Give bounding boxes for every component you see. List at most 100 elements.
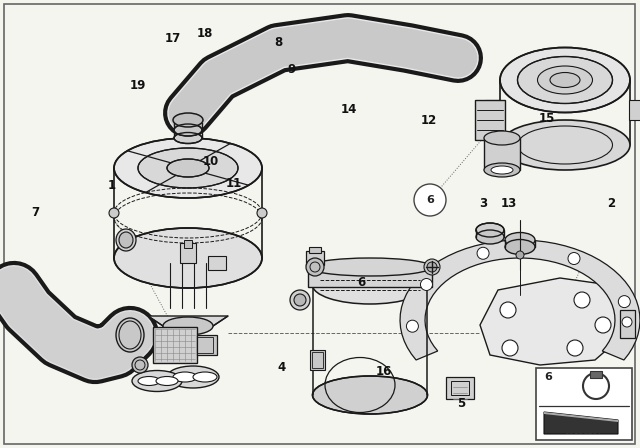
Ellipse shape [505,233,535,247]
Circle shape [427,262,437,272]
Circle shape [424,259,440,275]
Ellipse shape [491,166,513,174]
Text: 19: 19 [129,78,146,92]
Bar [184,240,192,248]
Polygon shape [400,240,640,360]
Bar [309,247,321,253]
Bar [312,352,323,368]
Ellipse shape [550,73,580,87]
Circle shape [516,251,524,259]
Text: 0013e297: 0013e297 [564,427,604,436]
Ellipse shape [114,228,262,288]
Ellipse shape [193,372,217,382]
Ellipse shape [116,229,136,251]
Bar [153,327,197,363]
Text: 7: 7 [31,206,39,220]
Ellipse shape [163,317,213,335]
Bar [197,335,217,355]
Ellipse shape [484,163,520,177]
Circle shape [618,296,630,308]
Circle shape [414,184,446,216]
Text: 4: 4 [278,361,285,374]
Ellipse shape [174,124,202,136]
Circle shape [406,320,419,332]
Text: 5: 5 [457,396,465,410]
Ellipse shape [156,376,178,385]
Polygon shape [148,316,228,326]
Ellipse shape [114,138,262,198]
Circle shape [420,279,433,290]
Bar [485,100,501,120]
Ellipse shape [312,376,428,414]
Circle shape [595,317,611,333]
Ellipse shape [173,372,197,382]
Text: 8: 8 [275,36,282,49]
Ellipse shape [476,223,504,237]
Ellipse shape [132,370,182,392]
Bar [308,267,432,287]
Bar [310,350,325,370]
Ellipse shape [116,318,144,352]
Bar [197,337,213,353]
Bar [620,310,635,338]
Text: 6: 6 [358,276,365,289]
Ellipse shape [138,376,160,385]
Bar [629,100,640,120]
Circle shape [257,208,267,218]
Bar [446,377,474,399]
Text: 2: 2 [607,197,615,211]
Circle shape [502,340,518,356]
Text: 9: 9 [287,63,295,76]
Circle shape [109,208,119,218]
Text: 1: 1 [108,179,116,193]
Text: 6: 6 [544,372,552,382]
Text: 13: 13 [500,197,517,211]
Text: 16: 16 [376,365,392,379]
Bar [590,371,602,378]
Bar [306,251,324,265]
Ellipse shape [538,66,593,94]
Ellipse shape [505,240,535,254]
Circle shape [622,317,632,327]
Circle shape [477,247,489,259]
Ellipse shape [138,148,238,188]
Circle shape [132,357,148,373]
Polygon shape [544,412,618,422]
Bar [451,381,469,395]
Ellipse shape [476,230,504,244]
Circle shape [567,340,583,356]
Bar [180,243,196,263]
Text: 12: 12 [420,114,437,128]
Ellipse shape [500,120,630,170]
Circle shape [574,292,590,308]
Circle shape [290,290,310,310]
Text: 18: 18 [196,27,213,40]
Ellipse shape [518,56,612,103]
Bar [536,368,632,440]
Text: 3: 3 [479,197,487,211]
Polygon shape [544,412,618,434]
Bar [208,256,226,270]
Ellipse shape [173,113,203,127]
Circle shape [306,258,324,276]
Circle shape [568,253,580,264]
Text: 15: 15 [539,112,556,125]
Ellipse shape [167,366,219,388]
Ellipse shape [500,47,630,112]
Ellipse shape [312,266,428,304]
Circle shape [294,294,306,306]
Ellipse shape [174,133,202,143]
Text: 14: 14 [340,103,357,116]
Text: 17: 17 [164,31,181,45]
Ellipse shape [484,131,520,145]
Polygon shape [480,278,625,365]
Text: 6: 6 [426,195,434,205]
Text: 11: 11 [225,177,242,190]
Text: 10: 10 [203,155,220,168]
Bar [484,138,520,170]
Ellipse shape [167,159,209,177]
Circle shape [500,302,516,318]
Bar [475,100,505,140]
Ellipse shape [308,258,432,276]
Ellipse shape [119,232,133,248]
